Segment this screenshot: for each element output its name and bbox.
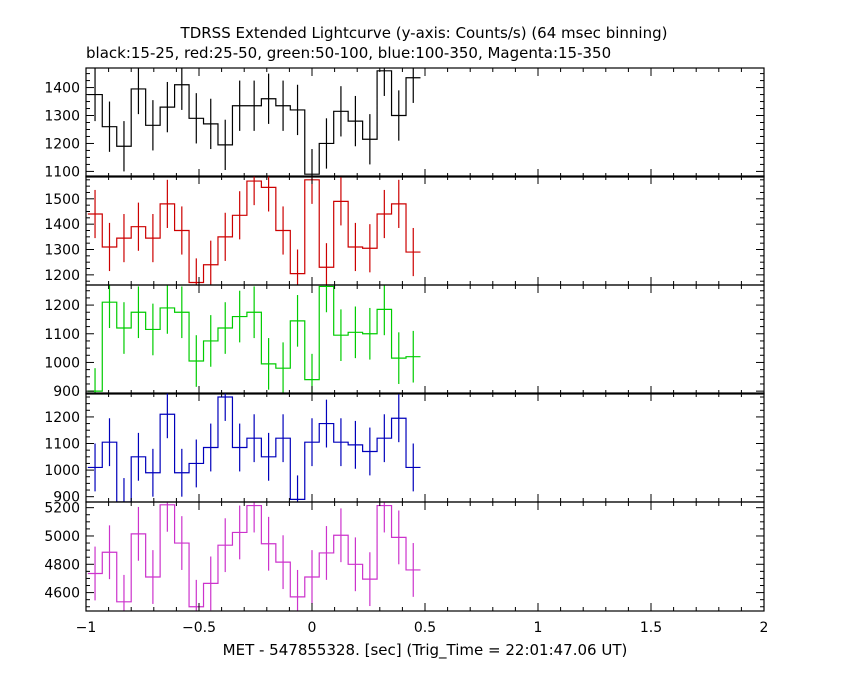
- series-2: [87, 176, 421, 285]
- panel-frame: [85, 284, 765, 395]
- x-tick-label: −1: [76, 620, 97, 636]
- y-tick-label: 1200: [44, 268, 80, 284]
- y-tick-label: 1200: [44, 410, 80, 426]
- x-tick-label: 0.5: [414, 620, 436, 636]
- panel-frame: [85, 392, 765, 503]
- panel-5: 4600 4800 5000 5200: [44, 501, 765, 612]
- y-tick-label: 1000: [44, 355, 80, 371]
- step-line: [87, 70, 421, 175]
- y-tick-label: 1000: [44, 463, 80, 479]
- y-tick-label: 1300: [44, 243, 80, 259]
- y-tick-label: 1100: [44, 437, 80, 453]
- series-4: [87, 393, 421, 502]
- panel-3: 900 1000 1100 1200: [44, 284, 765, 400]
- x-tick-label: −0.5: [182, 620, 216, 636]
- series-3: [87, 285, 421, 394]
- chart-subtitle: black:15-25, red:25-50, green:50-100, bl…: [86, 44, 611, 62]
- panel-2: 1200 1300 1400 1500: [44, 175, 765, 286]
- y-tick-label: 1100: [44, 164, 80, 180]
- y-tick-label: 1200: [44, 298, 80, 314]
- panel-4: 900 1000 1100 1200: [44, 392, 765, 506]
- y-tick-label: 5000: [44, 529, 80, 545]
- x-axis-label: MET - 547855328. [sec] (Trig_Time = 22:0…: [223, 641, 628, 660]
- series-5: [87, 502, 421, 611]
- y-tick-label: 4800: [44, 557, 80, 573]
- y-tick-label: 1400: [44, 81, 80, 97]
- y-tick-label: 900: [53, 490, 80, 506]
- y-tick-label: 900: [53, 384, 80, 400]
- x-tick-label: 1: [534, 620, 543, 636]
- y-tick-label: 4600: [44, 586, 80, 602]
- y-tick-label: 1400: [44, 217, 80, 233]
- x-axis: −1 −0.5 0 0.5 1 1.5 2: [76, 620, 769, 636]
- panels-group: 1100 1200 1300 1400 1200 1300 1400 1500 900 1000 1…: [44, 67, 765, 612]
- x-tick-label: 2: [760, 620, 769, 636]
- y-tick-label: 1100: [44, 327, 80, 343]
- y-tick-label: 5200: [44, 501, 80, 517]
- panel-frame: [85, 501, 765, 612]
- y-tick-label: 1300: [44, 109, 80, 125]
- x-tick-label: 1.5: [640, 620, 662, 636]
- series-1: [87, 68, 421, 177]
- y-tick-label: 1500: [44, 192, 80, 208]
- y-tick-label: 1200: [44, 136, 80, 152]
- chart-title: TDRSS Extended Lightcurve (y-axis: Count…: [180, 24, 668, 42]
- x-tick-label: 0: [308, 620, 317, 636]
